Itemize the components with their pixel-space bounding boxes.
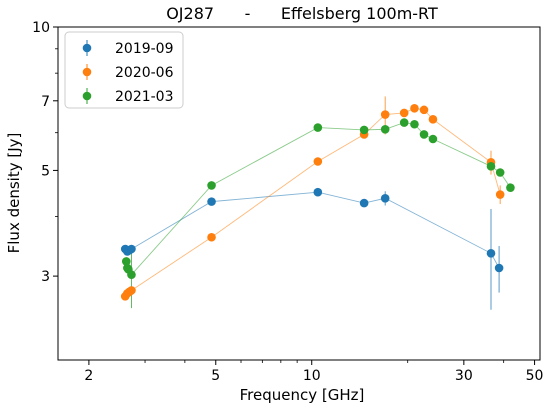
data-point <box>313 123 323 132</box>
data-point <box>313 157 323 166</box>
data-point <box>428 115 438 124</box>
x-tick-label: 30 <box>455 368 473 384</box>
legend-marker <box>82 43 92 53</box>
data-point <box>127 286 136 295</box>
data-point <box>380 110 390 119</box>
data-point <box>410 104 419 113</box>
data-points <box>120 104 515 301</box>
data-point <box>207 232 216 242</box>
legend-item: 2020-06 <box>82 64 174 81</box>
data-point <box>127 244 136 254</box>
y-axis-label: Flux density [Jy] <box>5 133 23 254</box>
data-point <box>486 162 496 171</box>
chart-title: OJ287 - Effelsberg 100m-RT <box>166 4 438 23</box>
x-tick-label: 10 <box>303 368 321 384</box>
data-point <box>127 270 136 280</box>
data-point <box>207 197 216 206</box>
plot-frame <box>57 26 541 361</box>
data-point <box>399 108 409 118</box>
series-lines <box>124 107 511 297</box>
legend-item: 2021-03 <box>82 88 174 105</box>
series-line-2021-03 <box>125 122 511 276</box>
legend: 2019-09 2020-06 2021-03 <box>64 31 184 109</box>
legend-marker <box>82 91 92 101</box>
y-axis-ticks: 3 5 7 10 <box>32 20 58 285</box>
x-axis-ticks: 2 5 10 30 50 <box>84 360 543 384</box>
x-tick-label: 5 <box>211 368 220 384</box>
y-tick-label: 3 <box>41 269 50 285</box>
legend-label: 2021-03 <box>115 89 174 105</box>
x-tick-label: 50 <box>526 368 544 384</box>
data-point <box>494 263 504 273</box>
data-point <box>410 119 419 129</box>
series-line-2019-09 <box>124 191 500 269</box>
legend-label: 2019-09 <box>115 41 174 57</box>
legend-label: 2020-06 <box>115 65 174 81</box>
y-tick-label: 5 <box>41 163 50 179</box>
legend-item: 2019-09 <box>82 40 174 57</box>
legend-box <box>64 31 184 109</box>
data-point <box>380 124 390 134</box>
data-point <box>495 190 505 199</box>
data-point <box>419 105 429 115</box>
data-point <box>419 130 429 139</box>
data-point <box>428 134 438 144</box>
x-axis-label: Frequency [GHz] <box>240 386 365 404</box>
data-point <box>399 118 409 127</box>
data-point <box>495 168 505 177</box>
data-point <box>486 248 496 258</box>
data-point <box>359 198 369 208</box>
data-point <box>121 257 131 266</box>
data-point <box>359 125 369 135</box>
data-point <box>380 193 390 203</box>
series-line-2020-06 <box>124 107 501 297</box>
x-tick-label: 2 <box>84 368 93 384</box>
data-point <box>207 181 216 190</box>
y-tick-label: 7 <box>41 94 50 110</box>
data-point <box>506 183 515 192</box>
legend-marker <box>82 67 92 77</box>
data-point <box>313 187 323 197</box>
y-tick-label: 10 <box>32 20 50 36</box>
